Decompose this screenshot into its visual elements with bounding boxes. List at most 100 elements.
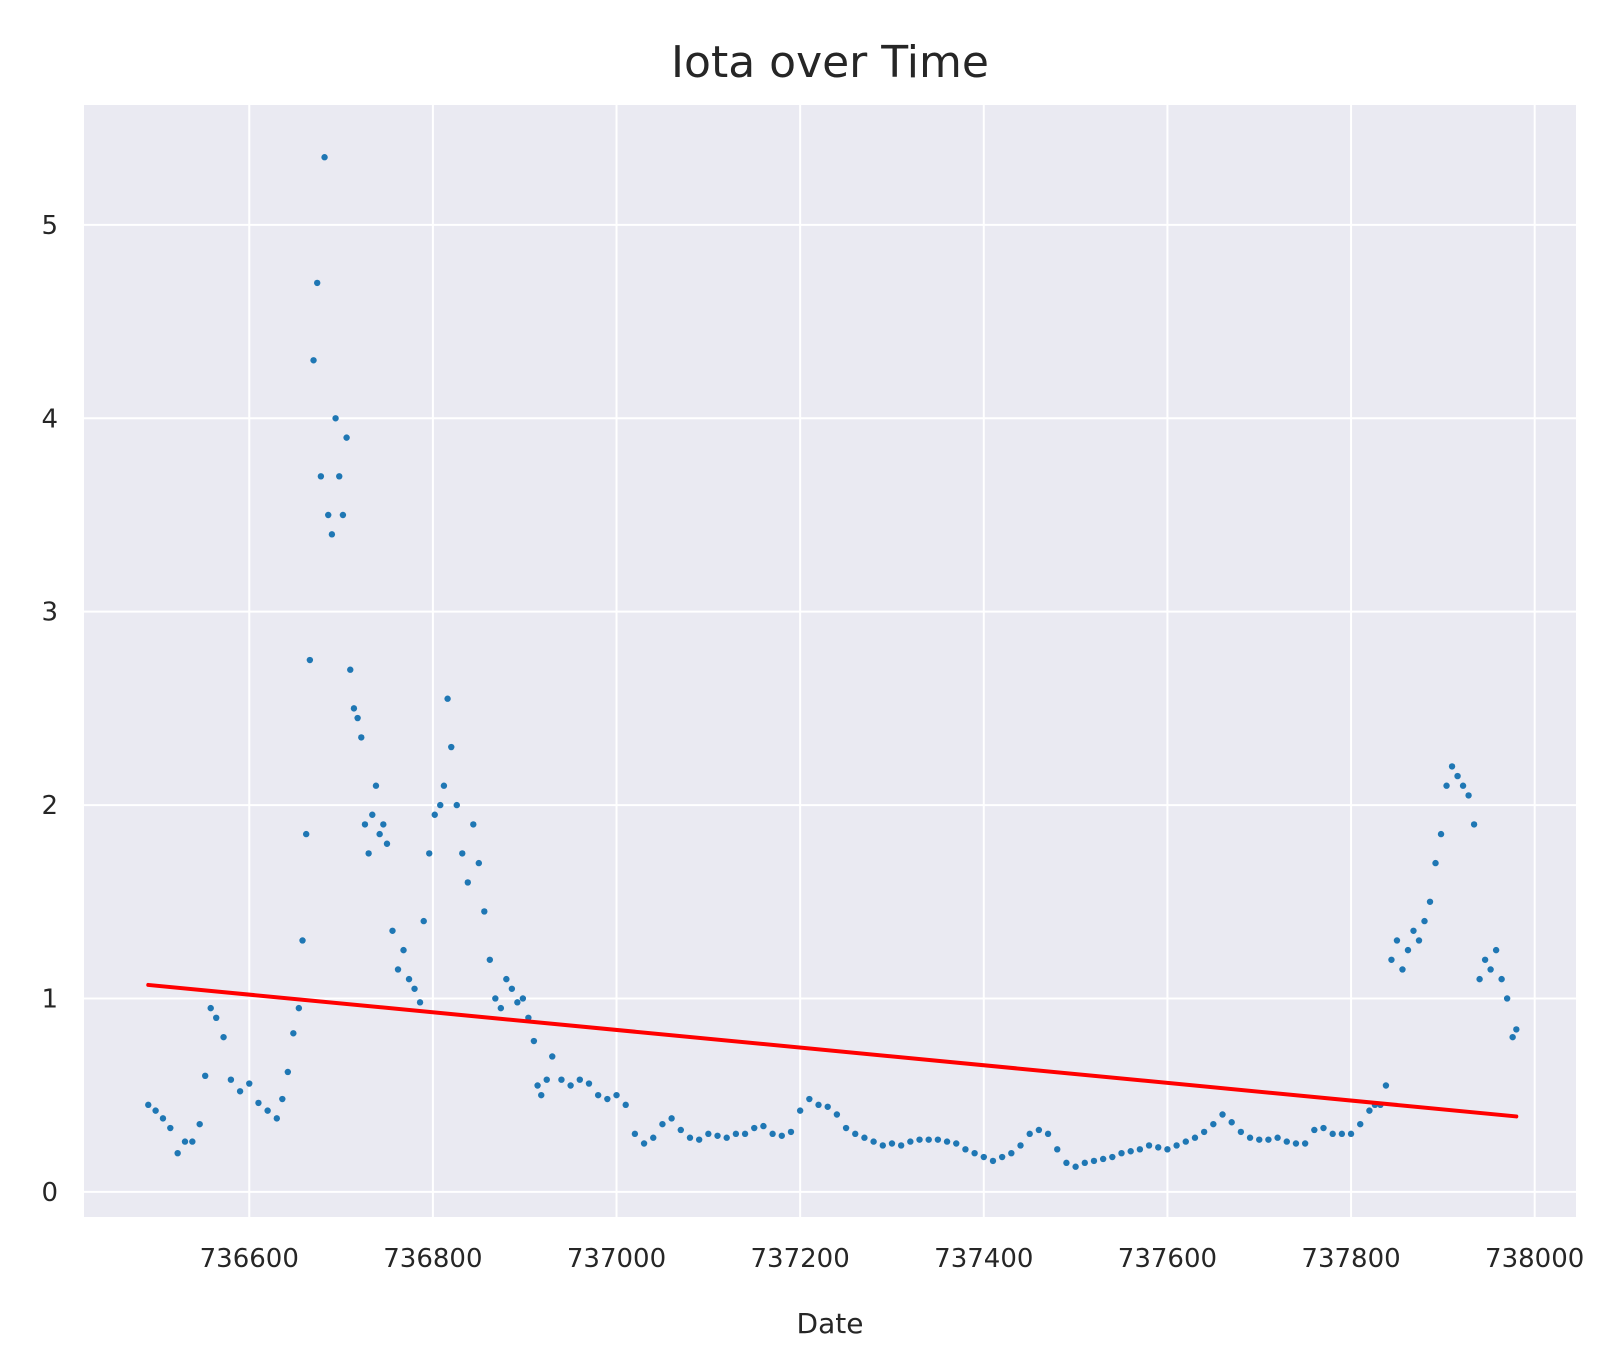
scatter-point (486, 956, 494, 963)
scatter-point (201, 1072, 209, 1080)
scatter-point (1200, 1128, 1208, 1136)
scatter-point (255, 1099, 262, 1107)
scatter-point (227, 1076, 235, 1083)
x-tick-label: 737600 (1118, 1244, 1217, 1274)
grid (84, 105, 1576, 1217)
scatter-point (907, 1138, 914, 1145)
scatter-point (934, 1136, 942, 1143)
scatter-point (181, 1138, 189, 1145)
scatter-point (705, 1130, 712, 1138)
scatter-point (741, 1130, 749, 1138)
x-axis: 736600 736800 737000 737200 737400 737600 7378… (200, 1244, 1585, 1274)
scatter-point (760, 1122, 767, 1130)
scatter-point (448, 743, 455, 751)
scatter-point (420, 917, 427, 925)
scatter-point (290, 1030, 297, 1037)
scatter-point (1136, 1146, 1144, 1153)
scatter-point (732, 1130, 740, 1138)
scatter-point (1320, 1124, 1327, 1132)
scatter-point (1426, 898, 1434, 905)
scatter-point (543, 1076, 550, 1083)
scatter-point (1347, 1130, 1355, 1138)
scatter-point (236, 1088, 244, 1095)
scatter-point (1063, 1159, 1070, 1167)
scatter-point (897, 1142, 905, 1149)
x-tick-label: 736800 (383, 1244, 482, 1274)
scatter-point (1470, 821, 1478, 828)
scatter-point (1090, 1157, 1098, 1165)
scatter-point (332, 415, 339, 422)
scatter-point (1035, 1126, 1043, 1134)
scatter-point (576, 1076, 584, 1083)
scatter-point (971, 1149, 978, 1157)
scatter-point (426, 850, 433, 857)
scatter-point (264, 1107, 271, 1114)
scatter-point (1081, 1159, 1088, 1167)
scatter-point (358, 734, 365, 741)
scatter-point (1072, 1163, 1079, 1170)
scatter-point (1099, 1155, 1107, 1163)
scatter-point (328, 531, 336, 538)
x-tick-label: 738000 (1485, 1244, 1584, 1274)
scatter-point (1054, 1146, 1061, 1153)
scatter-point (769, 1130, 776, 1138)
scatter-point (339, 511, 347, 519)
scatter-point (631, 1130, 639, 1138)
scatter-point (852, 1130, 859, 1138)
scatter-point (842, 1124, 850, 1132)
scatter-point (383, 840, 391, 847)
plot-background (84, 105, 1576, 1217)
y-tick-label: 2 (41, 791, 58, 821)
scatter-point (925, 1136, 932, 1143)
scatter-point (585, 1080, 593, 1087)
scatter-point (534, 1082, 541, 1089)
scatter-point (350, 705, 358, 712)
scatter-point (1382, 1082, 1390, 1089)
scatter-point (444, 695, 451, 702)
scatter-point (659, 1120, 666, 1128)
scatter-point (594, 1091, 602, 1099)
scatter-point (1109, 1153, 1116, 1161)
scatter-point (464, 879, 471, 886)
scatter-point (1191, 1134, 1199, 1141)
scatter-point (519, 995, 527, 1002)
scatter-point (347, 666, 354, 673)
scatter-point (1164, 1146, 1171, 1153)
scatter-point (1454, 772, 1461, 780)
scatter-point (778, 1132, 785, 1139)
scatter-point (1127, 1148, 1134, 1155)
scatter-point (1219, 1111, 1226, 1118)
scatter-point (1256, 1136, 1263, 1143)
scatter-point (1044, 1130, 1052, 1138)
scatter-point (302, 830, 310, 838)
trend-line (146, 982, 1519, 1119)
y-tick-label: 4 (41, 404, 58, 434)
scatter-point (1410, 927, 1417, 934)
scatter-point (686, 1134, 694, 1141)
scatter-point (279, 1095, 286, 1103)
scatter-point (503, 975, 510, 983)
scatter-point (174, 1149, 181, 1157)
scatter-point (317, 473, 325, 480)
scatter-point (400, 946, 407, 954)
scatter-point (622, 1101, 629, 1109)
scatter-point (916, 1136, 923, 1143)
scatter-point (299, 937, 306, 944)
scatter-point (815, 1101, 822, 1109)
scatter-point (677, 1126, 684, 1134)
scatter-point (943, 1138, 951, 1145)
scatter-point (189, 1138, 196, 1145)
scatter-point (870, 1138, 877, 1145)
scatter-point (470, 821, 477, 828)
scatter-point (492, 995, 499, 1002)
scatter-point (1393, 937, 1401, 944)
scatter-point (714, 1132, 721, 1139)
trend-series (146, 982, 1519, 1119)
scatter-point (1388, 956, 1395, 963)
scatter-point (723, 1134, 730, 1141)
scatter-point (220, 1033, 227, 1041)
scatter-point (962, 1146, 969, 1153)
scatter-point (167, 1124, 174, 1132)
scatter-point (1338, 1130, 1346, 1138)
scatter-point (394, 966, 402, 973)
